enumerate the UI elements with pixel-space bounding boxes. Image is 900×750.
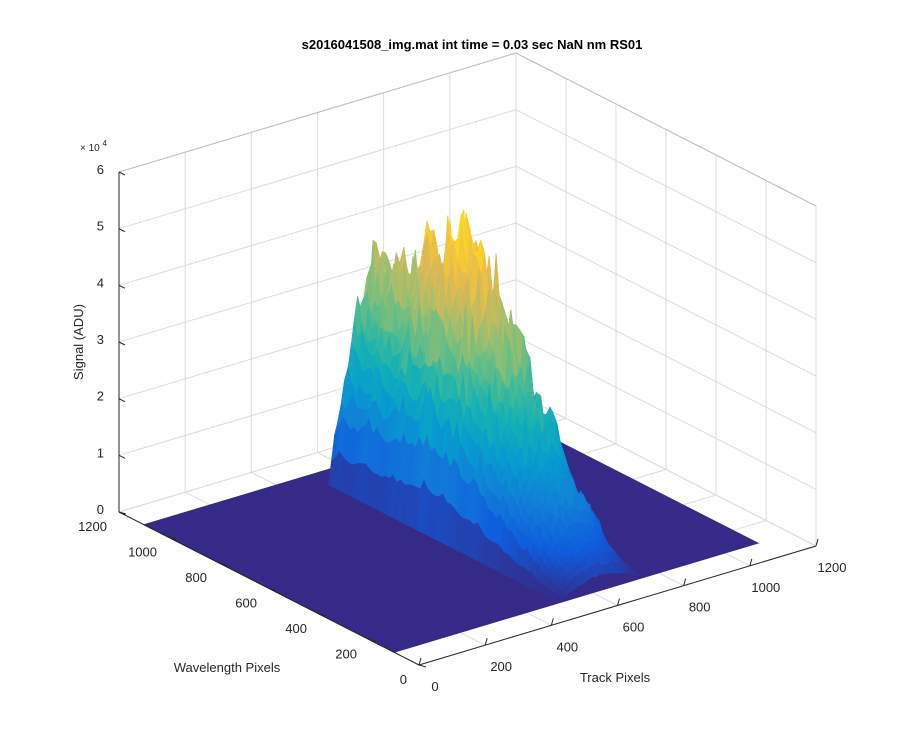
track-tick-label: 1200 xyxy=(818,560,847,575)
track-tick-label: 0 xyxy=(431,679,438,694)
exponent-power: 4 xyxy=(103,139,108,148)
signal-tick xyxy=(118,341,126,346)
wavelength-axis-label: Wavelength Pixels xyxy=(174,660,281,675)
wavelength-tick xyxy=(318,613,327,617)
side-wall-grid-signal xyxy=(515,335,817,490)
wavelength-tick-label: 0 xyxy=(400,672,407,687)
track-tick xyxy=(683,578,687,586)
chart-title: s2016041508_img.mat int time = 0.03 sec … xyxy=(302,37,643,52)
signal-tick xyxy=(118,511,126,516)
wavelength-tick xyxy=(218,562,227,566)
wavelength-tick-label: 200 xyxy=(335,647,357,662)
track-tick xyxy=(550,618,554,626)
wavelength-tick-label: 400 xyxy=(285,621,307,636)
signal-tick xyxy=(118,171,126,176)
wavelength-tick-label: 800 xyxy=(185,570,207,585)
track-tick-label: 400 xyxy=(556,639,578,654)
tick-layer: 0200400600800100012000200400600800100012… xyxy=(78,162,846,694)
signal-tick-label: 3 xyxy=(97,332,104,347)
signal-tick-label: 4 xyxy=(97,275,104,290)
side-wall-grid-signal xyxy=(515,165,817,320)
signal-tick xyxy=(118,228,126,233)
signal-tick-label: 1 xyxy=(97,445,104,460)
wavelength-tick xyxy=(368,639,377,642)
track-tick-label: 1000 xyxy=(751,580,780,595)
signal-tick-label: 6 xyxy=(97,162,104,177)
signal-tick xyxy=(118,454,126,459)
wavelength-tick-label: 1200 xyxy=(78,519,107,534)
back-wall-grid-signal xyxy=(118,109,517,230)
side-wall-grid-signal xyxy=(515,392,817,547)
side-wall-grid-signal xyxy=(515,222,817,377)
signal-tick-label: 5 xyxy=(97,219,104,234)
track-tick xyxy=(815,538,819,547)
signal-tick-label: 2 xyxy=(97,389,104,404)
side-wall-grid-signal xyxy=(515,279,817,434)
track-tick xyxy=(484,638,488,646)
track-tick-label: 200 xyxy=(490,659,512,674)
track-axis-label: Track Pixels xyxy=(580,670,651,685)
wavelength-tick xyxy=(168,537,177,540)
signal-tick-label: 0 xyxy=(97,502,104,517)
box-top-edge xyxy=(118,52,817,207)
wavelength-tick xyxy=(418,664,427,668)
wavelength-tick-label: 1000 xyxy=(128,545,157,560)
signal-axis-label: Signal (ADU) xyxy=(71,304,86,380)
track-tick xyxy=(749,558,753,566)
track-tick xyxy=(617,598,620,606)
exponent-base: × 10 xyxy=(80,143,100,154)
side-wall-grid-signal xyxy=(515,109,817,264)
signal-exponent-label: × 10 4 xyxy=(80,139,108,154)
wavelength-tick xyxy=(268,588,277,591)
surface-patch xyxy=(638,573,646,578)
track-tick-label: 600 xyxy=(623,620,645,635)
back-wall-grid-signal xyxy=(118,165,517,286)
signal-tick xyxy=(118,284,126,289)
track-tick xyxy=(418,657,422,666)
wavelength-tick-label: 600 xyxy=(235,596,257,611)
signal-tick xyxy=(118,398,126,403)
surface-layer xyxy=(142,209,760,653)
track-tick-label: 800 xyxy=(689,600,711,615)
